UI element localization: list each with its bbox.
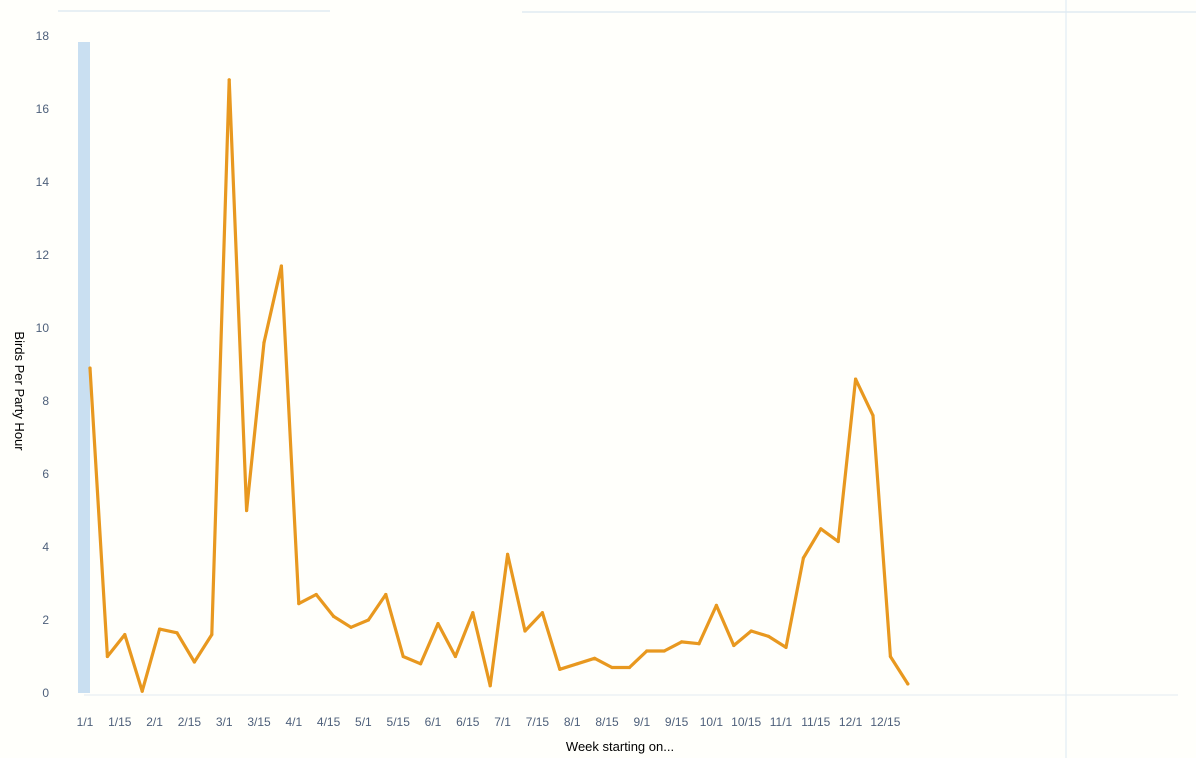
data-point	[819, 527, 822, 530]
y-axis-title: Birds Per Party Hour	[12, 331, 27, 451]
data-point	[489, 684, 492, 687]
data-point	[262, 341, 265, 344]
x-tick-label: 8/15	[595, 715, 619, 729]
y-tick-label: 8	[42, 394, 49, 408]
x-tick-label: 4/15	[317, 715, 341, 729]
data-point	[367, 618, 370, 621]
data-point	[610, 666, 613, 669]
series-layer	[88, 78, 909, 693]
data-point	[158, 628, 161, 631]
data-point	[523, 629, 526, 632]
data-point	[141, 690, 144, 693]
data-point	[871, 414, 874, 417]
data-point	[576, 662, 579, 665]
data-point	[349, 626, 352, 629]
data-point	[245, 509, 248, 512]
data-point	[715, 604, 718, 607]
data-point	[210, 633, 213, 636]
x-tick-label: 5/15	[387, 715, 411, 729]
data-point	[402, 655, 405, 658]
y-tick-label: 14	[36, 175, 50, 189]
data-point	[88, 367, 91, 370]
data-point	[906, 682, 909, 685]
x-tick-label: 11/1	[770, 715, 793, 729]
y-tick-label: 2	[42, 613, 49, 627]
x-tick-label: 5/1	[355, 715, 372, 729]
x-tick-label: 7/1	[494, 715, 511, 729]
data-point	[419, 662, 422, 665]
data-point	[228, 78, 231, 81]
x-tick-label: 9/15	[665, 715, 689, 729]
x-tick-label: 12/15	[870, 715, 900, 729]
data-point	[506, 553, 509, 556]
y-tick-label: 12	[36, 248, 50, 262]
x-tick-label: 3/15	[247, 715, 271, 729]
x-tick-label: 7/15	[526, 715, 550, 729]
x-axis-ticks: 1/1 1/15 2/1 2/15 3/1 3/15 4/1 4/15 5/1 5/15 6/1 6/…	[77, 715, 901, 729]
data-point	[175, 631, 178, 634]
y-tick-label: 16	[36, 102, 50, 116]
data-point	[471, 611, 474, 614]
x-tick-label: 10/1	[700, 715, 724, 729]
x-tick-label: 2/15	[178, 715, 202, 729]
x-axis-title: Week starting on...	[566, 739, 674, 754]
x-tick-label: 3/1	[216, 715, 233, 729]
y-axis-ticks: 0 2 4 6 8 10 12 14 16 18	[36, 29, 50, 700]
y-tick-label: 18	[36, 29, 50, 43]
data-point	[541, 611, 544, 614]
series-line	[90, 80, 908, 691]
data-point	[663, 649, 666, 652]
data-point	[332, 615, 335, 618]
data-point	[297, 602, 300, 605]
y-axis-band	[78, 42, 90, 693]
data-point	[784, 646, 787, 649]
x-tick-label: 9/1	[633, 715, 650, 729]
x-tick-label: 1/15	[108, 715, 132, 729]
y-tick-label: 6	[42, 467, 49, 481]
data-point	[837, 540, 840, 543]
data-point	[767, 635, 770, 638]
x-tick-label: 11/15	[801, 715, 830, 729]
data-point	[454, 655, 457, 658]
data-point	[280, 264, 283, 267]
data-point	[558, 668, 561, 671]
data-point	[123, 633, 126, 636]
data-point	[436, 622, 439, 625]
y-tick-label: 0	[42, 686, 49, 700]
x-tick-label: 2/1	[146, 715, 163, 729]
data-point	[889, 655, 892, 658]
data-point	[106, 655, 109, 658]
x-tick-label: 10/15	[731, 715, 761, 729]
x-tick-label: 6/1	[425, 715, 442, 729]
data-point	[802, 556, 805, 559]
data-point	[628, 666, 631, 669]
y-tick-label: 4	[42, 540, 49, 554]
y-tick-label: 10	[36, 321, 50, 335]
data-point	[645, 649, 648, 652]
x-tick-label: 12/1	[839, 715, 863, 729]
data-point	[697, 642, 700, 645]
data-point	[384, 593, 387, 596]
x-tick-label: 6/15	[456, 715, 480, 729]
x-tick-label: 1/1	[77, 715, 94, 729]
x-tick-label: 8/1	[564, 715, 581, 729]
data-point	[593, 657, 596, 660]
data-point	[854, 378, 857, 381]
data-point	[680, 640, 683, 643]
data-point	[193, 660, 196, 663]
data-point	[750, 629, 753, 632]
data-point	[732, 644, 735, 647]
x-tick-label: 4/1	[285, 715, 302, 729]
data-point	[315, 593, 318, 596]
